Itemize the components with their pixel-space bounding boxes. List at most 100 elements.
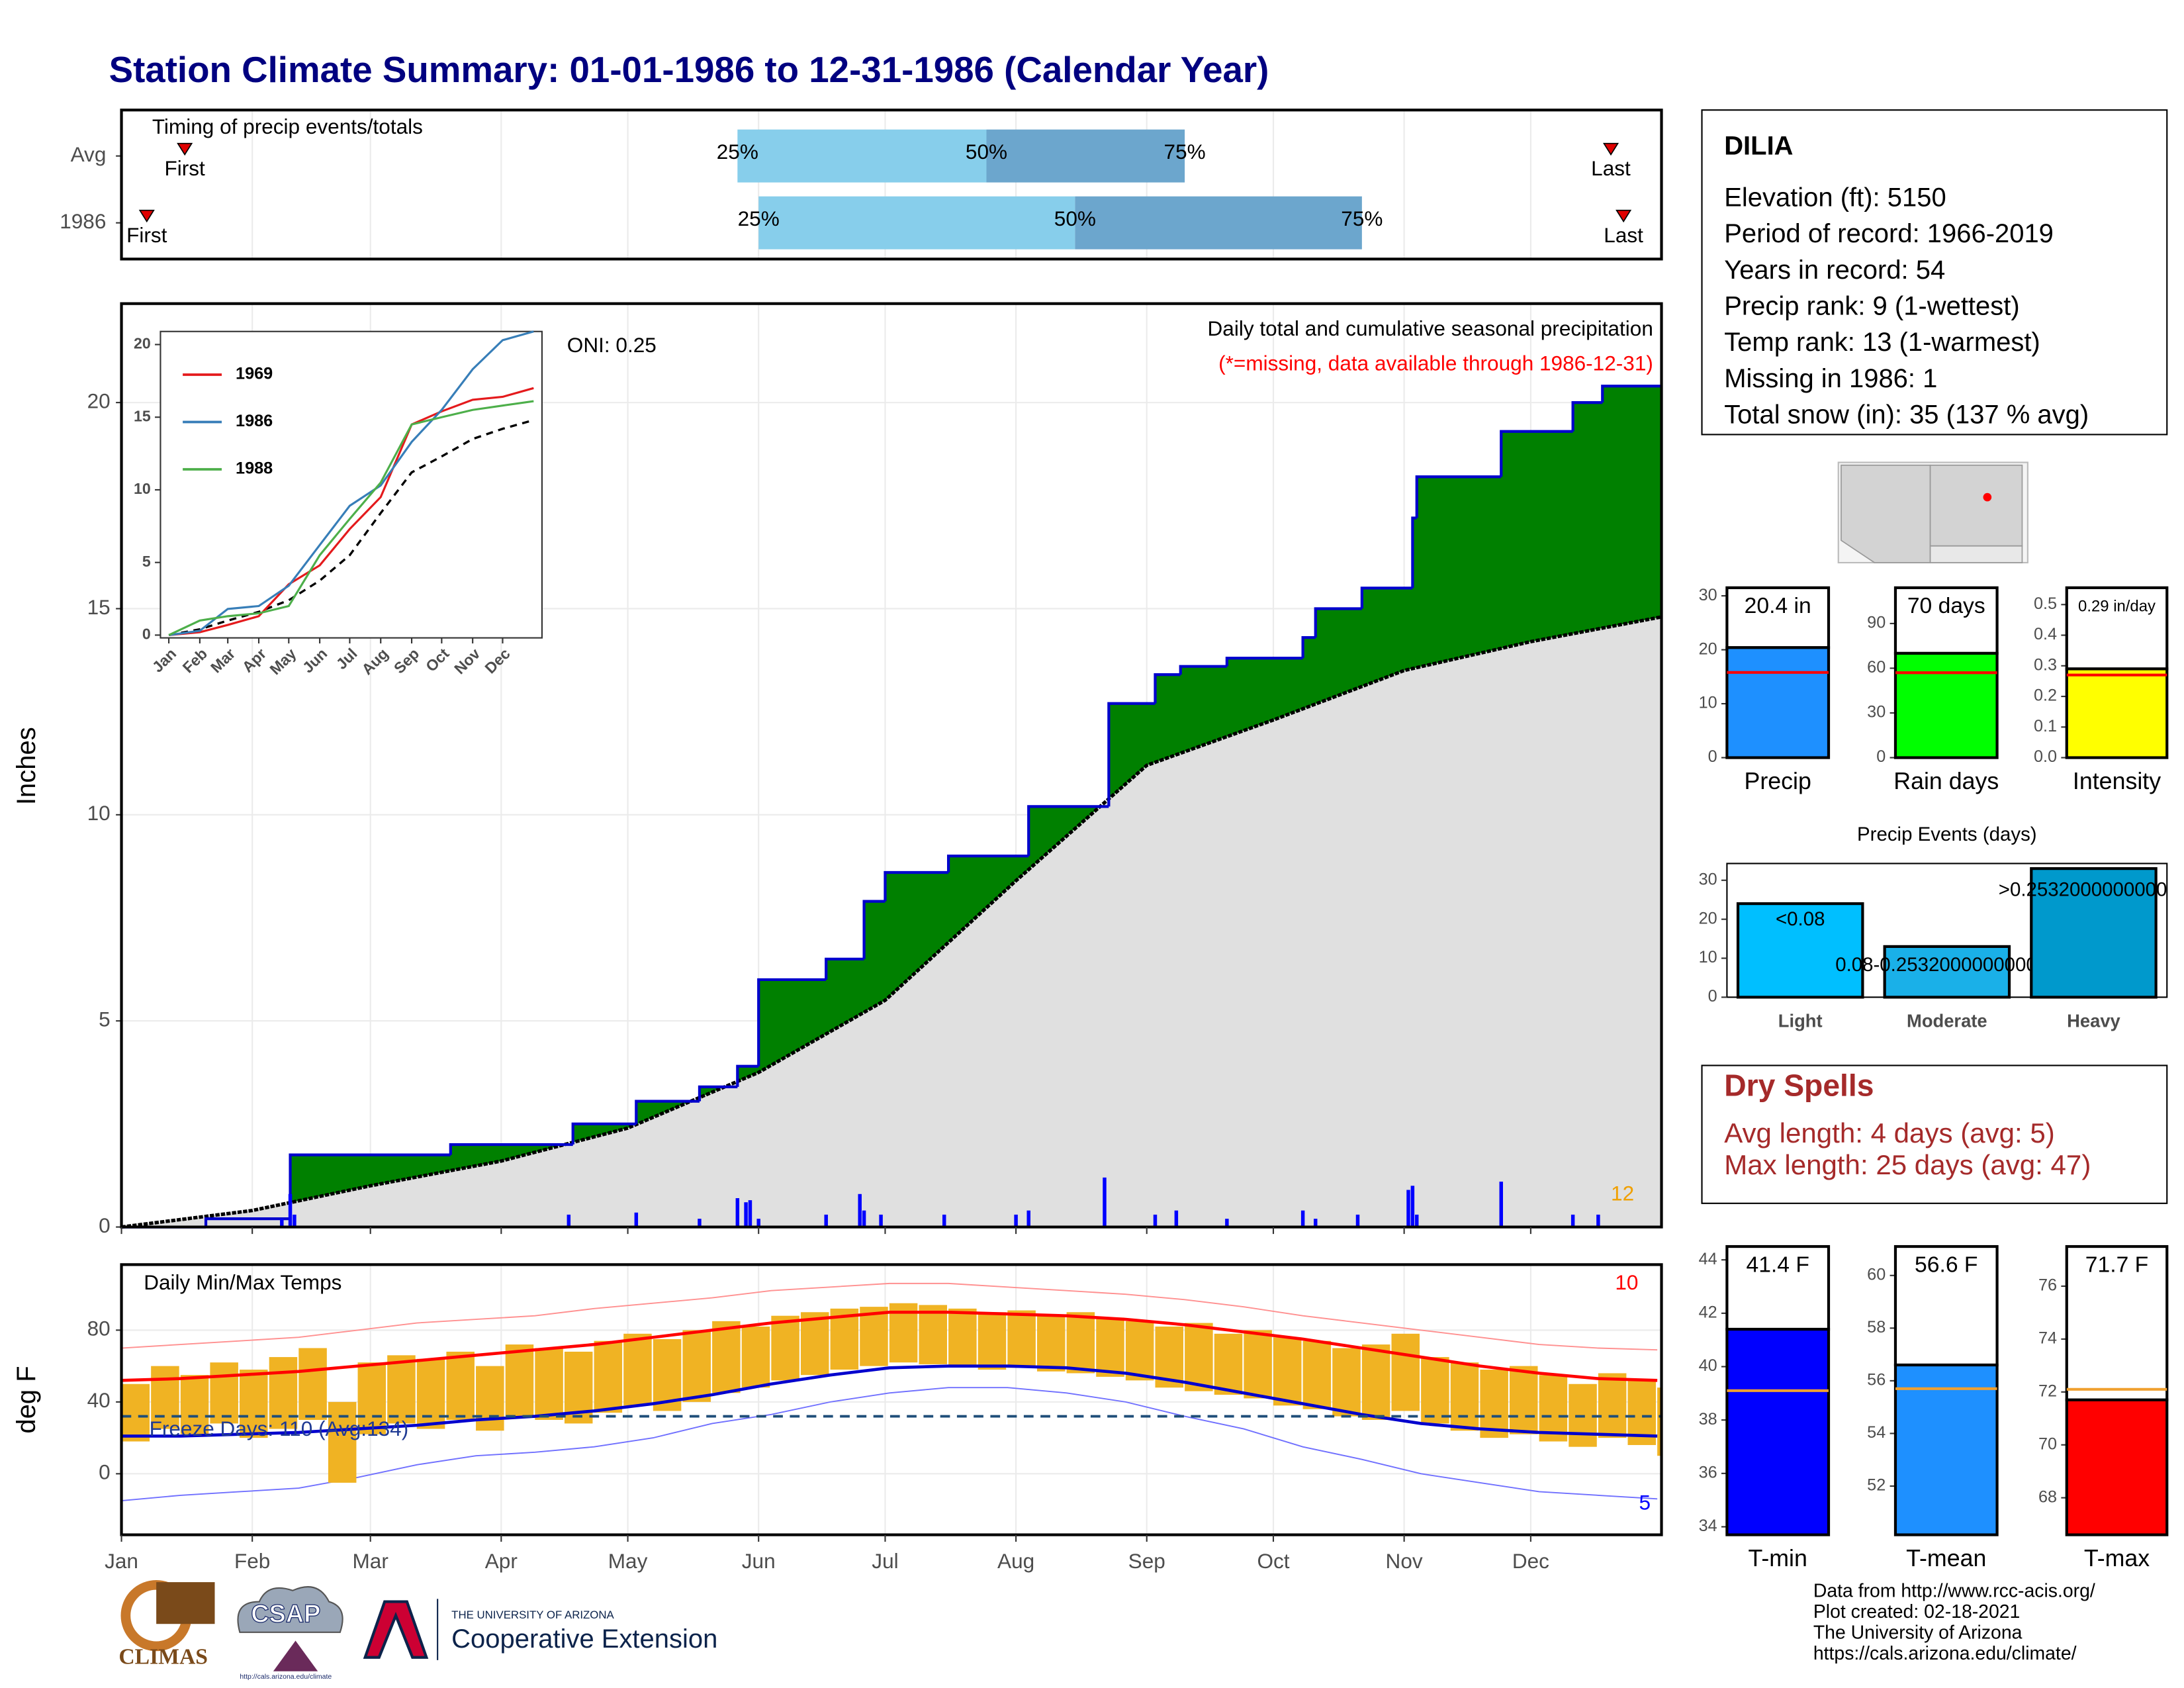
value-label: 0.29 in/day [2078, 598, 2156, 616]
marker-label: First [165, 156, 206, 180]
temp-range-bar [594, 1340, 623, 1413]
x-tick-label: Aug [997, 1549, 1034, 1573]
marker-label: Last [1591, 156, 1631, 180]
y-tick-label: 90 [1867, 614, 1886, 632]
y-axis-label: deg F [12, 1366, 41, 1433]
cumulative-step [1179, 665, 1227, 675]
x-tick-label: Feb [234, 1549, 270, 1573]
daily-bar [1355, 1214, 1360, 1227]
cumulative-step [862, 900, 886, 959]
legend-label: 1988 [236, 459, 273, 478]
x-tick-label: Light [1778, 1011, 1823, 1031]
dry-spell-line: Max length: 25 days (avg: 47) [1724, 1149, 2091, 1180]
y-tick-label: 52 [1867, 1476, 1886, 1495]
y-tick-label: 80 [87, 1317, 111, 1340]
y-tick-label: 0 [1876, 747, 1886, 766]
y-tick-label: 20 [1699, 639, 1717, 658]
csap-url: http://cals.arizona.edu/climate [240, 1673, 332, 1681]
inset-background [159, 330, 543, 639]
cumulative-step [757, 978, 827, 1066]
x-tick-label: Apr [485, 1549, 518, 1573]
y-tick-label: 0.2 [2034, 686, 2057, 705]
extension-label: Cooperative Extension [451, 1624, 717, 1654]
x-tick-label: May [608, 1549, 648, 1573]
station-line: Temp rank: 13 (1-warmest) [1724, 328, 2040, 357]
dry-spells-lines: Avg length: 4 days (avg: 5)Max length: 2… [1724, 1117, 2091, 1180]
temp-range-bar [298, 1348, 327, 1420]
station-line: Missing in 1986: 1 [1724, 364, 1937, 393]
y-tick-label: 44 [1699, 1250, 1717, 1268]
quartile-bar [758, 196, 1075, 250]
legend-label: 1969 [236, 365, 273, 383]
daily-bar [1300, 1210, 1305, 1227]
cumulative-step [698, 1085, 738, 1102]
y-tick-label: 20 [87, 389, 111, 412]
x-tick-label: T-max [2084, 1545, 2150, 1571]
bar [2065, 1398, 2169, 1536]
footer-line: Plot created: 02-18-2021 [1813, 1601, 2021, 1622]
series-line [168, 330, 534, 636]
temp-range-bar [771, 1315, 799, 1381]
temp-range-bar [1510, 1366, 1538, 1434]
y-tick-label: 0 [99, 1213, 111, 1237]
temp-range-bar [1332, 1348, 1361, 1417]
temp-range-bar [919, 1305, 947, 1364]
panel-title: Daily total and cumulative seasonal prec… [1208, 316, 1653, 340]
panel-frame [120, 1263, 1663, 1536]
daily-bar [1314, 1219, 1318, 1227]
daily-bar [293, 1214, 296, 1227]
daily-bar [862, 1210, 866, 1227]
map-state [1841, 464, 1931, 563]
x-tick-label: Precip [1745, 768, 1811, 794]
y-tick-label: 76 [2038, 1276, 2057, 1295]
daily-bar [1014, 1214, 1018, 1227]
record-line [121, 1282, 1658, 1351]
x-tick-label: Heavy [2067, 1011, 2120, 1031]
x-tick-label: Moderate [1907, 1011, 1987, 1031]
y-tick-label: 40 [87, 1388, 111, 1412]
record-line [121, 1387, 1658, 1501]
temp-range-bar [151, 1366, 179, 1429]
temp-range-bar [1539, 1375, 1568, 1442]
cumulative-step [571, 1122, 637, 1145]
csap-label: CSAP [251, 1601, 320, 1628]
quartile-bar [986, 129, 1185, 183]
y-tick-label: 10 [87, 801, 111, 825]
footer-line: Data from http://www.rcc-acis.org/ [1813, 1580, 2095, 1601]
normal-line [121, 1310, 1658, 1382]
location-map [1837, 461, 2028, 564]
bar [1736, 902, 1864, 999]
panel-subtitle: (*=missing, data available through 1986-… [1218, 352, 1653, 375]
daily-bar [1406, 1190, 1410, 1227]
cumulative-step [635, 1100, 700, 1124]
y-tick-label: 0.5 [2034, 594, 2057, 613]
x-tick-label: Oct [1257, 1549, 1289, 1573]
temp-range-bar [505, 1344, 534, 1417]
x-tick-label: Intensity [2073, 768, 2161, 794]
cumulative-step [1601, 385, 1662, 403]
y-tick-label: 74 [2038, 1329, 2057, 1348]
temp-range-bar [978, 1312, 1007, 1370]
daily-bar [1415, 1214, 1419, 1227]
cumulative-step [946, 855, 1029, 873]
y-tick-label: 42 [1699, 1303, 1717, 1322]
y-tick-label: 60 [1867, 658, 1886, 677]
value-label-box [2065, 1244, 2169, 1401]
temp-range-bar [121, 1383, 150, 1442]
y-tick-label: 0 [1708, 747, 1717, 766]
cumulative-step [1154, 673, 1181, 704]
university-label: THE UNIVERSITY OF ARIZONA [451, 1609, 614, 1621]
y-tick-label: 0.4 [2034, 625, 2057, 643]
temp-range-bar [1036, 1315, 1066, 1372]
y-tick-label: 0 [99, 1460, 111, 1484]
quartile-label: 50% [966, 140, 1007, 164]
bar [2065, 667, 2169, 759]
temp-range-bar [1096, 1317, 1124, 1377]
station-line: Elevation (ft): 5150 [1724, 183, 1946, 212]
y-tick-label: 38 [1699, 1410, 1717, 1429]
daily-bar [824, 1214, 828, 1227]
value-label-box [1893, 1244, 1999, 1367]
station-line: Total snow (in): 35 (137 % avg) [1724, 400, 2089, 430]
daily-bar [1225, 1219, 1229, 1227]
